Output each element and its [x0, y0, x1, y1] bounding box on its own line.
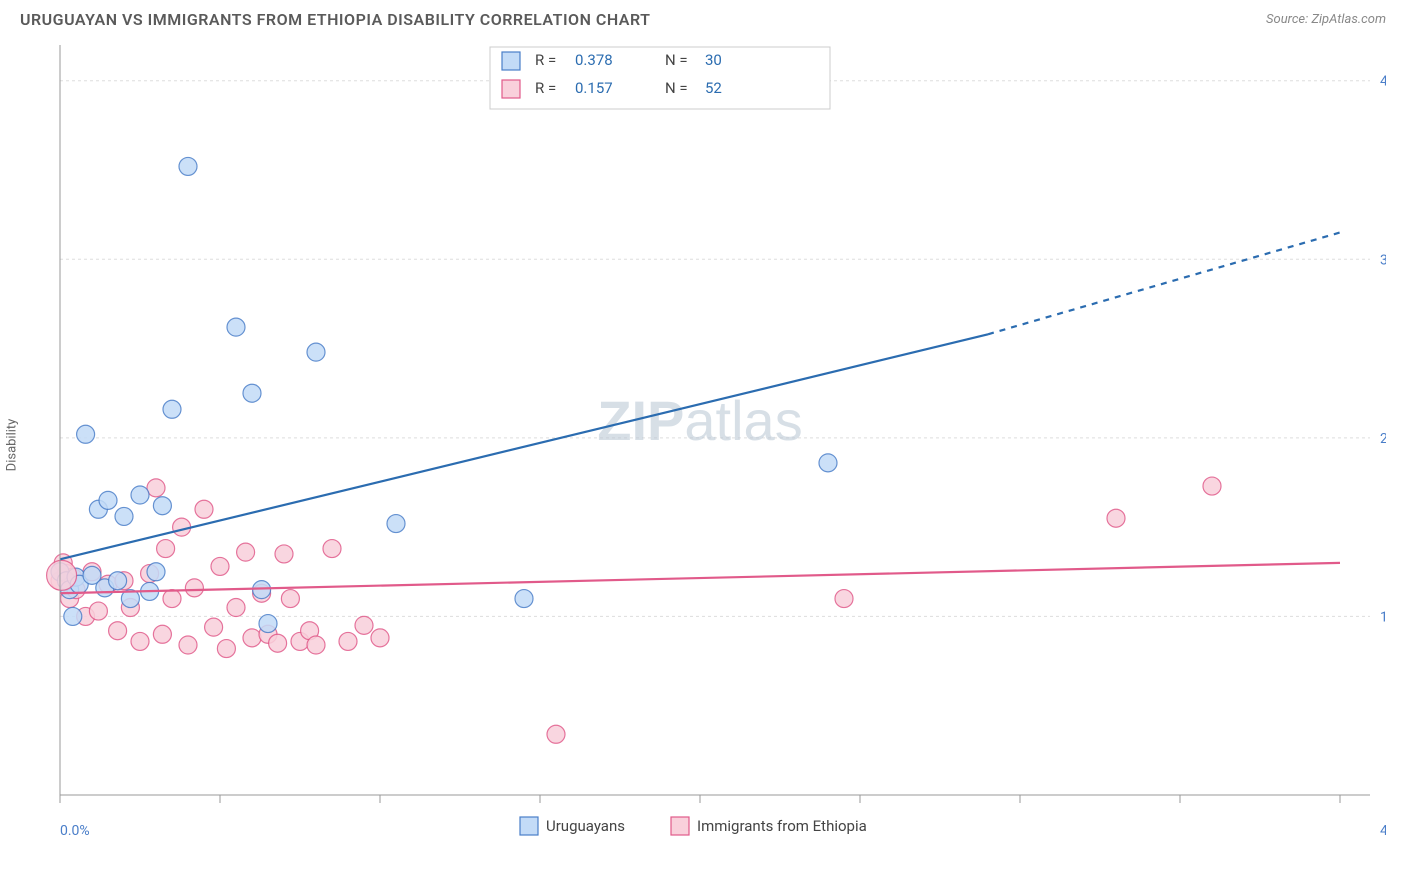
- chart-container: Disability 10.0%20.0%30.0%40.0%ZIPatlas0…: [40, 35, 1386, 855]
- source-name: ZipAtlas.com: [1311, 12, 1386, 27]
- svg-text:0.0%: 0.0%: [60, 823, 90, 839]
- svg-text:40.0%: 40.0%: [1380, 74, 1386, 90]
- svg-text:N =: N =: [665, 79, 688, 97]
- svg-text:Immigrants from Ethiopia: Immigrants from Ethiopia: [697, 817, 867, 835]
- svg-text:52: 52: [705, 79, 722, 97]
- svg-text:20.0%: 20.0%: [1380, 431, 1386, 447]
- svg-text:N =: N =: [665, 51, 688, 69]
- chart-header: URUGUAYAN VS IMMIGRANTS FROM ETHIOPIA DI…: [0, 0, 1406, 35]
- svg-text:30: 30: [705, 51, 722, 69]
- scatter-chart: 10.0%20.0%30.0%40.0%ZIPatlas0.0%40.0%R =…: [40, 35, 1386, 855]
- svg-text:R =: R =: [535, 79, 556, 97]
- y-axis-label: Disability: [5, 419, 20, 472]
- svg-text:0.378: 0.378: [575, 51, 613, 69]
- svg-text:30.0%: 30.0%: [1380, 252, 1386, 268]
- source-prefix: Source:: [1266, 12, 1311, 27]
- source-attribution: Source: ZipAtlas.com: [1266, 12, 1386, 27]
- svg-text:Uruguayans: Uruguayans: [546, 817, 625, 835]
- svg-text:40.0%: 40.0%: [1380, 823, 1386, 839]
- svg-text:0.157: 0.157: [575, 79, 613, 97]
- chart-title: URUGUAYAN VS IMMIGRANTS FROM ETHIOPIA DI…: [20, 10, 650, 29]
- svg-text:R =: R =: [535, 51, 556, 69]
- svg-text:10.0%: 10.0%: [1380, 609, 1386, 625]
